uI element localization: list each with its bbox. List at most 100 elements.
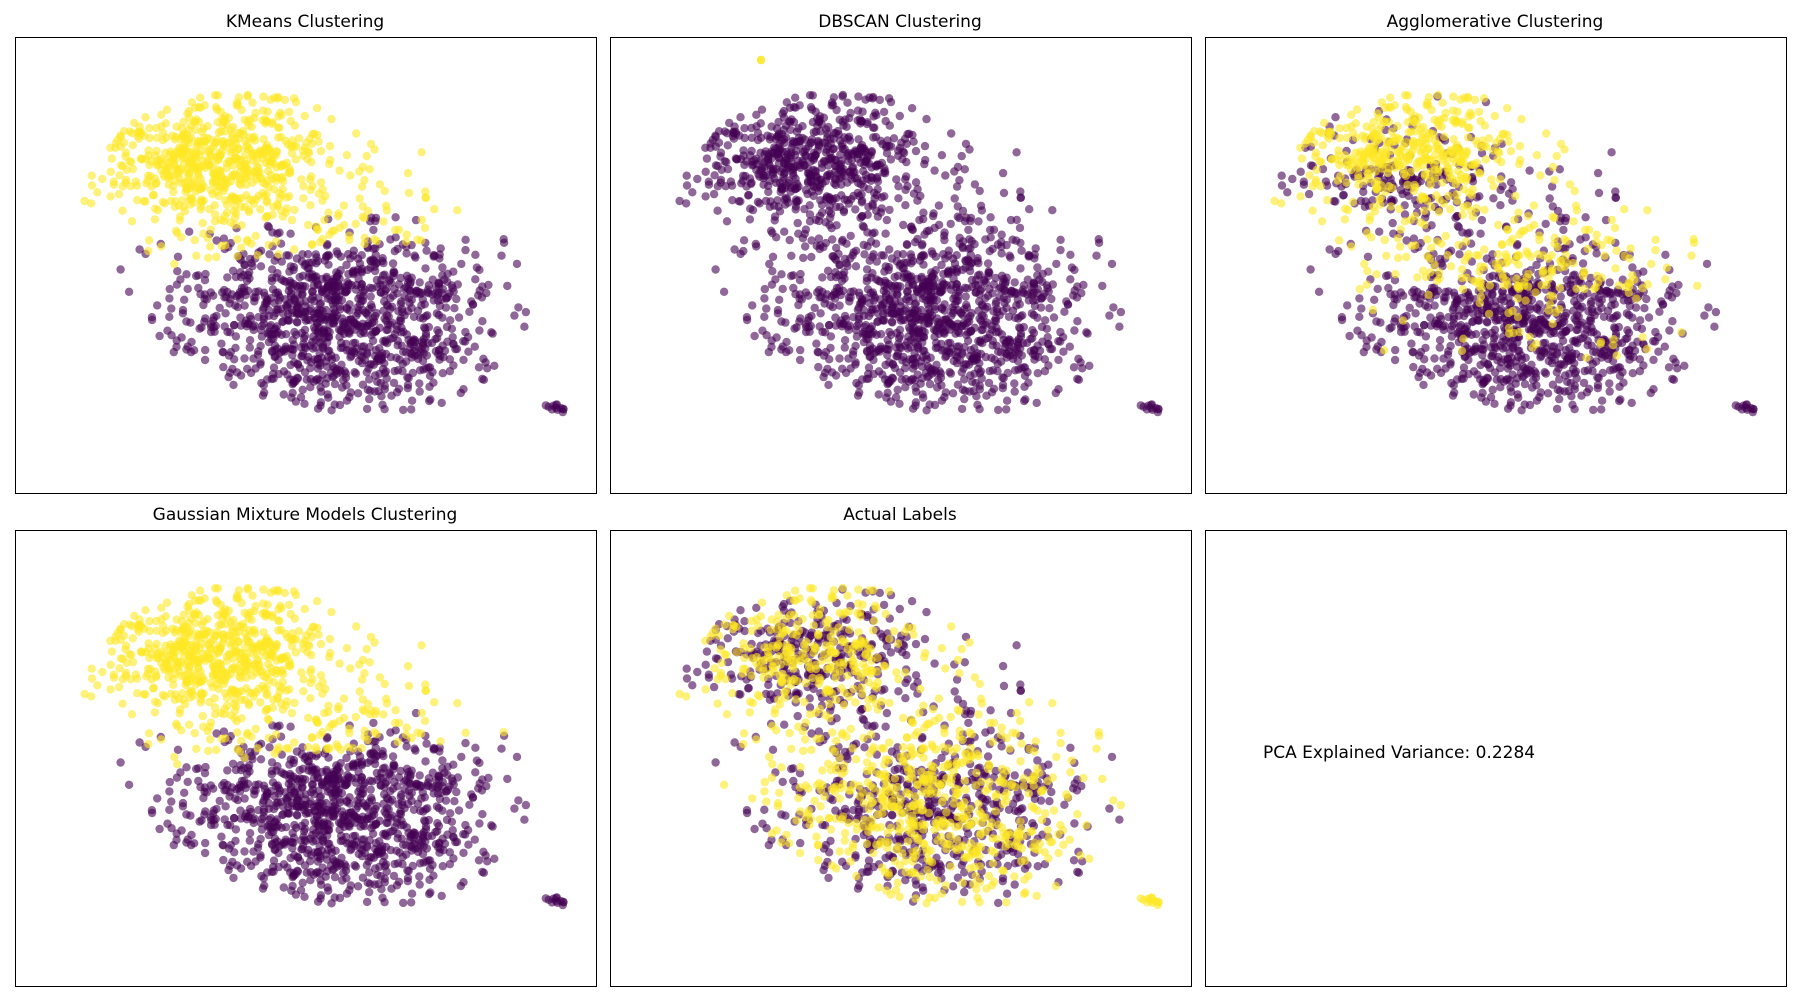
scatter-point — [194, 271, 203, 280]
scatter-point — [278, 172, 287, 182]
scatter-point — [870, 293, 880, 302]
scatter-point — [1517, 406, 1526, 415]
scatter-point — [169, 152, 178, 161]
scatter-point — [301, 297, 310, 306]
scatter-point — [414, 342, 423, 352]
scatter-point — [222, 208, 232, 217]
scatter-point — [1016, 238, 1025, 248]
scatter-point — [916, 357, 926, 366]
scatter-point — [989, 225, 999, 234]
scatter-point — [373, 377, 382, 386]
scatter-point — [855, 191, 864, 201]
scatter-point — [742, 313, 752, 322]
scatter-point — [882, 141, 891, 150]
scatter-point — [200, 276, 210, 285]
scatter-point — [169, 187, 178, 197]
scatter-point — [1023, 275, 1032, 284]
scatter-point — [428, 275, 437, 284]
scatter-point — [547, 405, 557, 414]
scatter-point — [716, 148, 726, 157]
scatter-point — [819, 372, 828, 382]
scatter-point — [321, 252, 331, 262]
scatter-point — [873, 317, 882, 327]
scatter-point — [1588, 359, 1597, 369]
scatter-point — [1506, 178, 1516, 187]
scatter-point — [121, 175, 131, 185]
scatter-point — [750, 331, 759, 341]
scatter-point — [1054, 355, 1063, 365]
scatter-point — [881, 229, 890, 238]
scatter-point — [1658, 300, 1668, 309]
scatter-point — [1052, 259, 1061, 269]
scatter-point — [180, 295, 189, 304]
scatter-point — [891, 393, 901, 402]
scatter-point — [171, 197, 180, 206]
scatter-point — [767, 342, 776, 352]
scatter-point — [872, 257, 881, 266]
scatter-point — [1484, 309, 1494, 319]
scatter-point — [391, 233, 400, 242]
scatter-point — [311, 250, 320, 259]
scatter-point — [858, 107, 867, 116]
scatter-point — [192, 251, 201, 260]
scatter-point — [977, 374, 986, 383]
scatter-point — [520, 322, 529, 331]
scatter-point — [1528, 343, 1537, 352]
scatter-point — [245, 343, 254, 352]
scatter-point — [1661, 250, 1670, 259]
scatter-point — [704, 177, 713, 186]
scatter-point — [863, 118, 872, 127]
scatter-point — [904, 377, 914, 386]
scatter-point — [1618, 367, 1627, 377]
scatter-point — [1041, 316, 1050, 325]
scatter-point — [1368, 305, 1378, 315]
scatter-point — [150, 174, 160, 183]
scatter-point — [1635, 367, 1645, 376]
scatter-point — [207, 151, 216, 160]
scatter-point — [407, 396, 417, 405]
scatter-point — [711, 161, 721, 170]
scatter-point — [1596, 337, 1606, 347]
scatter-point — [964, 225, 973, 235]
scatter-point — [344, 328, 353, 337]
scatter-point — [1465, 228, 1474, 237]
scatter-point — [929, 295, 938, 304]
scatter-point — [1367, 333, 1376, 342]
scatter-point — [273, 94, 282, 103]
scatter-point — [818, 179, 827, 188]
scatter-point — [1355, 312, 1364, 321]
scatter-point — [1435, 343, 1444, 352]
scatter-point — [167, 170, 176, 180]
scatter-point — [904, 129, 914, 138]
scatter-point — [1516, 368, 1526, 378]
scatter-point — [1680, 361, 1689, 370]
scatter-point — [1074, 375, 1084, 384]
scatter-point — [946, 219, 955, 229]
scatter-point — [1288, 174, 1297, 184]
scatter-point — [453, 206, 462, 215]
scatter-point — [1397, 323, 1406, 332]
scatter-point — [163, 326, 172, 335]
scatter-point — [1532, 381, 1541, 390]
scatter-point — [512, 259, 522, 269]
scatter-point — [937, 260, 946, 270]
scatter-point — [773, 309, 783, 318]
scatter-point — [238, 126, 248, 136]
scatter-point — [879, 251, 888, 260]
scatter-point — [401, 348, 411, 357]
scatter-point — [397, 328, 406, 337]
scatter-point — [140, 131, 149, 140]
scatter-point — [941, 171, 950, 180]
scatter-point — [269, 363, 279, 372]
scatter-point — [880, 316, 889, 325]
scatter-point — [352, 129, 361, 138]
scatter-point — [1662, 263, 1672, 272]
scatter-point — [297, 328, 306, 338]
scatter-point — [185, 138, 194, 148]
scatter-point — [307, 258, 317, 267]
scatter-point — [1489, 194, 1498, 203]
scatter-point — [910, 349, 919, 358]
scatter-point — [301, 308, 310, 317]
scatter-point — [919, 208, 928, 217]
scatter-point — [114, 189, 124, 199]
